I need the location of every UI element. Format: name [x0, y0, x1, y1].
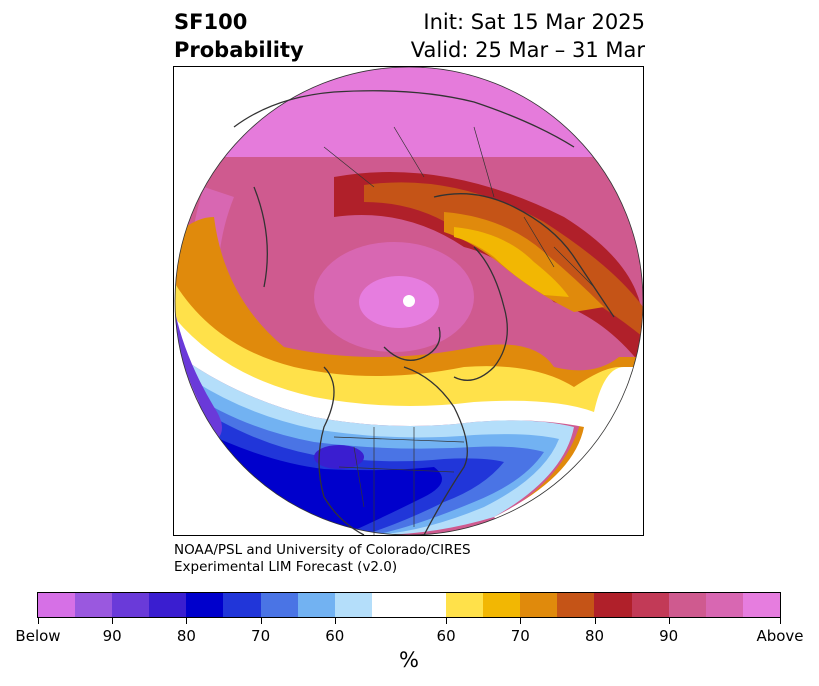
- colorbar-tick: [520, 618, 522, 624]
- pole-marker: [403, 295, 415, 307]
- colorbar-segment: [75, 593, 113, 617]
- colorbar-tick-label: 80: [176, 627, 196, 645]
- valid-date: Valid: 25 Mar – 31 Mar: [410, 38, 645, 62]
- probability-map: [173, 66, 644, 536]
- colorbar-segment: [112, 593, 150, 617]
- colorbar-segment: [149, 593, 187, 617]
- colorbar-segment: [705, 593, 743, 617]
- above-60-ring: [175, 282, 643, 507]
- colorbar-segment: [557, 593, 595, 617]
- colorbar-tick-label: 90: [102, 627, 122, 645]
- colorbar-tick-label: 90: [659, 627, 679, 645]
- political-borders: [323, 126, 595, 535]
- colorbar-segment: [742, 593, 780, 617]
- colorbar-tick: [260, 618, 262, 624]
- colorbar-tick-label: 60: [436, 627, 456, 645]
- greenland-outline: [453, 246, 508, 381]
- colorbar-tick: [38, 618, 39, 624]
- colorbar-segment: [446, 593, 484, 617]
- colorbar-segment: [631, 593, 669, 617]
- colorbar-tick-label: 70: [251, 627, 271, 645]
- colorbar-tick: [668, 618, 670, 624]
- colorbar-segment: [371, 593, 447, 617]
- hemisphere-edge: [174, 67, 643, 535]
- eurasia-north-coast: [233, 90, 575, 148]
- north-america-west-coast: [318, 366, 365, 535]
- colorbar-segment: [668, 593, 706, 617]
- colorbar-segment: [38, 593, 76, 617]
- colorbar-segment: [297, 593, 335, 617]
- credit-line-1: NOAA/PSL and University of Colorado/CIRE…: [174, 542, 471, 558]
- colorbar-segment: [594, 593, 632, 617]
- map-credit: NOAA/PSL and University of Colorado/CIRE…: [174, 542, 471, 576]
- below-85-region: [314, 445, 364, 469]
- colorbar-tick: [112, 618, 114, 624]
- colorbar-tick: [186, 618, 188, 624]
- colorbar-tick: [780, 618, 781, 624]
- map-title: SF100 Probability: [174, 8, 304, 64]
- colorbar: [37, 592, 781, 618]
- colorbar-segment: [483, 593, 521, 617]
- us-state-borders: [333, 427, 465, 535]
- arctic-archipelago: [383, 326, 441, 361]
- colorbar-tick-label: 60: [325, 627, 345, 645]
- colorbar-segment: [334, 593, 372, 617]
- colorbar-tick-label: 70: [510, 627, 530, 645]
- init-date: Init: Sat 15 Mar 2025: [423, 10, 645, 34]
- credit-line-2: Experimental LIM Forecast (v2.0): [174, 559, 398, 575]
- above-60-band: [454, 227, 569, 297]
- colorbar-tick: [334, 618, 336, 624]
- above-80-band: [334, 172, 643, 367]
- colorbar-segment: [260, 593, 298, 617]
- near-normal-band: [175, 317, 643, 527]
- colorbar-tick: [594, 618, 596, 624]
- colorbar-segment: [186, 593, 224, 617]
- product-name: Probability: [174, 38, 304, 62]
- polar-projection-map: [174, 67, 643, 535]
- forecast-dates: Init: Sat 15 Mar 2025 Valid: 25 Mar – 31…: [411, 8, 645, 64]
- asia-pacific-coast: [253, 186, 268, 288]
- eurasia-borders: [323, 126, 595, 288]
- above-70-band: [364, 182, 643, 337]
- colorbar-tick-label: Below: [15, 627, 61, 645]
- colorbar-tick-label: 80: [584, 627, 605, 645]
- north-america-east-coast: [403, 366, 468, 535]
- variable-name: SF100: [174, 10, 248, 34]
- colorbar-unit: %: [399, 648, 419, 672]
- colorbar-segment: [223, 593, 261, 617]
- above-extreme-arctic-region: [214, 67, 614, 157]
- colorbar-tick: [446, 618, 448, 624]
- probability-field: [175, 67, 643, 535]
- colorbar-tick-label: Above: [756, 627, 804, 645]
- colorbar-segment: [520, 593, 558, 617]
- above-70-ring: [175, 217, 643, 512]
- above-extreme-center: [359, 276, 439, 328]
